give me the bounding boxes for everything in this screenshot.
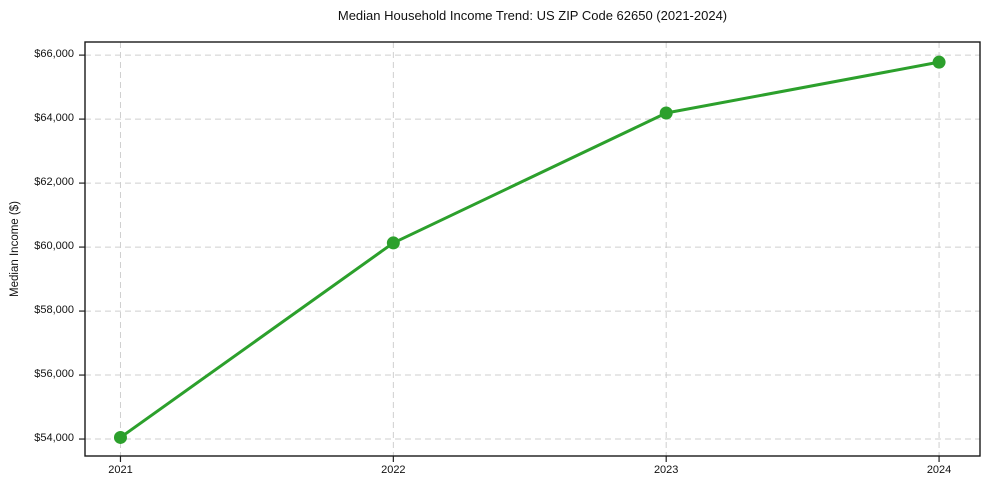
y-tick-label: $66,000 [34,48,74,61]
x-tick-label: 2021 [108,464,133,476]
data-point [113,430,127,444]
x-tick-label: 2024 [926,464,952,476]
y-tick-label: $62,000 [34,176,74,189]
x-tick-label: 2023 [653,464,679,476]
data-point [659,106,673,120]
chart-title: Median Household Income Trend: US ZIP Co… [337,8,728,23]
data-point [932,55,946,69]
x-tick-label: 2022 [381,464,406,476]
trend-line [118,60,941,439]
y-tick-label: $56,000 [34,368,74,381]
y-tick-label: $58,000 [34,304,74,317]
data-point [386,236,400,250]
y-tick-label: $60,000 [34,240,74,253]
y-tick-label: $54,000 [34,432,74,445]
y-tick-label: $64,000 [34,112,74,125]
plot-border [84,41,981,457]
